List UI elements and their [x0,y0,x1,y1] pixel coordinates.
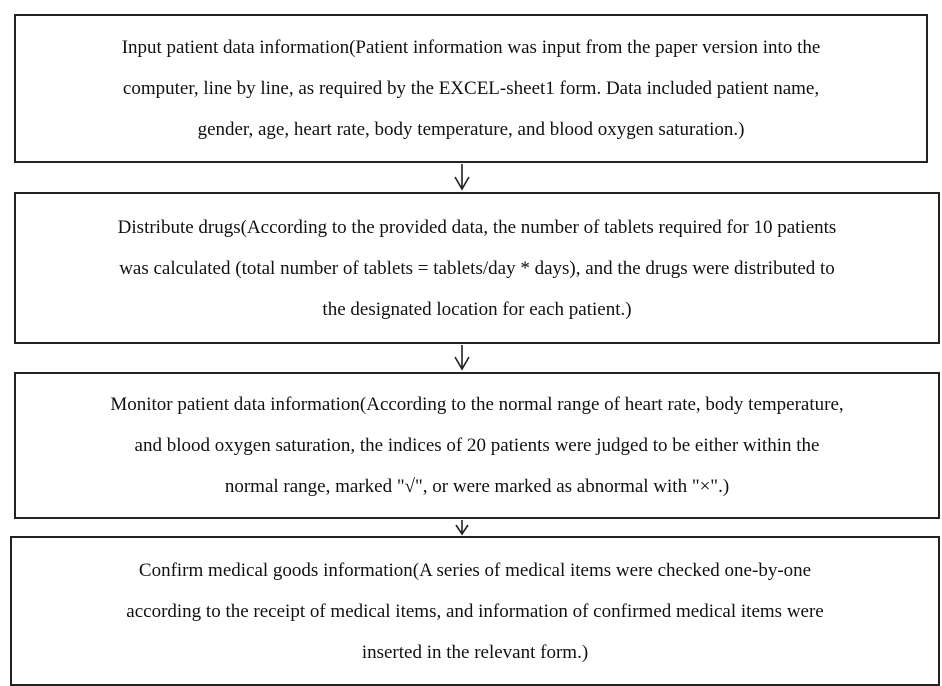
box-text: Confirm medical goods information(A seri… [138,559,812,581]
flow-box: Confirm medical goods information(A seri… [10,536,940,686]
box-text: according to the receipt of medical item… [126,600,824,622]
box-text: the designated location for each patient… [322,298,632,320]
box-text: Input patient data information(Patient i… [121,37,821,58]
box-text: and blood oxygen saturation, the indices… [134,435,820,456]
flow-box: Input patient data information(Patient i… [14,14,928,163]
box-text: inserted in the relevant form.) [361,641,589,663]
arrow [455,520,469,536]
flow-box: Monitor patient data information(Accordi… [14,372,940,519]
box-text: gender, age, heart rate, body temperatur… [197,119,745,140]
box-text: Monitor patient data information(Accordi… [110,394,844,415]
box-text: computer, line by line, as required by t… [122,78,820,99]
arrow [454,164,470,191]
box-text: normal range, marked "√", or were marked… [224,476,730,497]
box-text: Distribute drugs(According to the provid… [117,216,837,238]
box-text: was calculated (total number of tablets … [119,257,835,279]
arrow [454,345,470,371]
flow-box: Distribute drugs(According to the provid… [14,192,940,344]
